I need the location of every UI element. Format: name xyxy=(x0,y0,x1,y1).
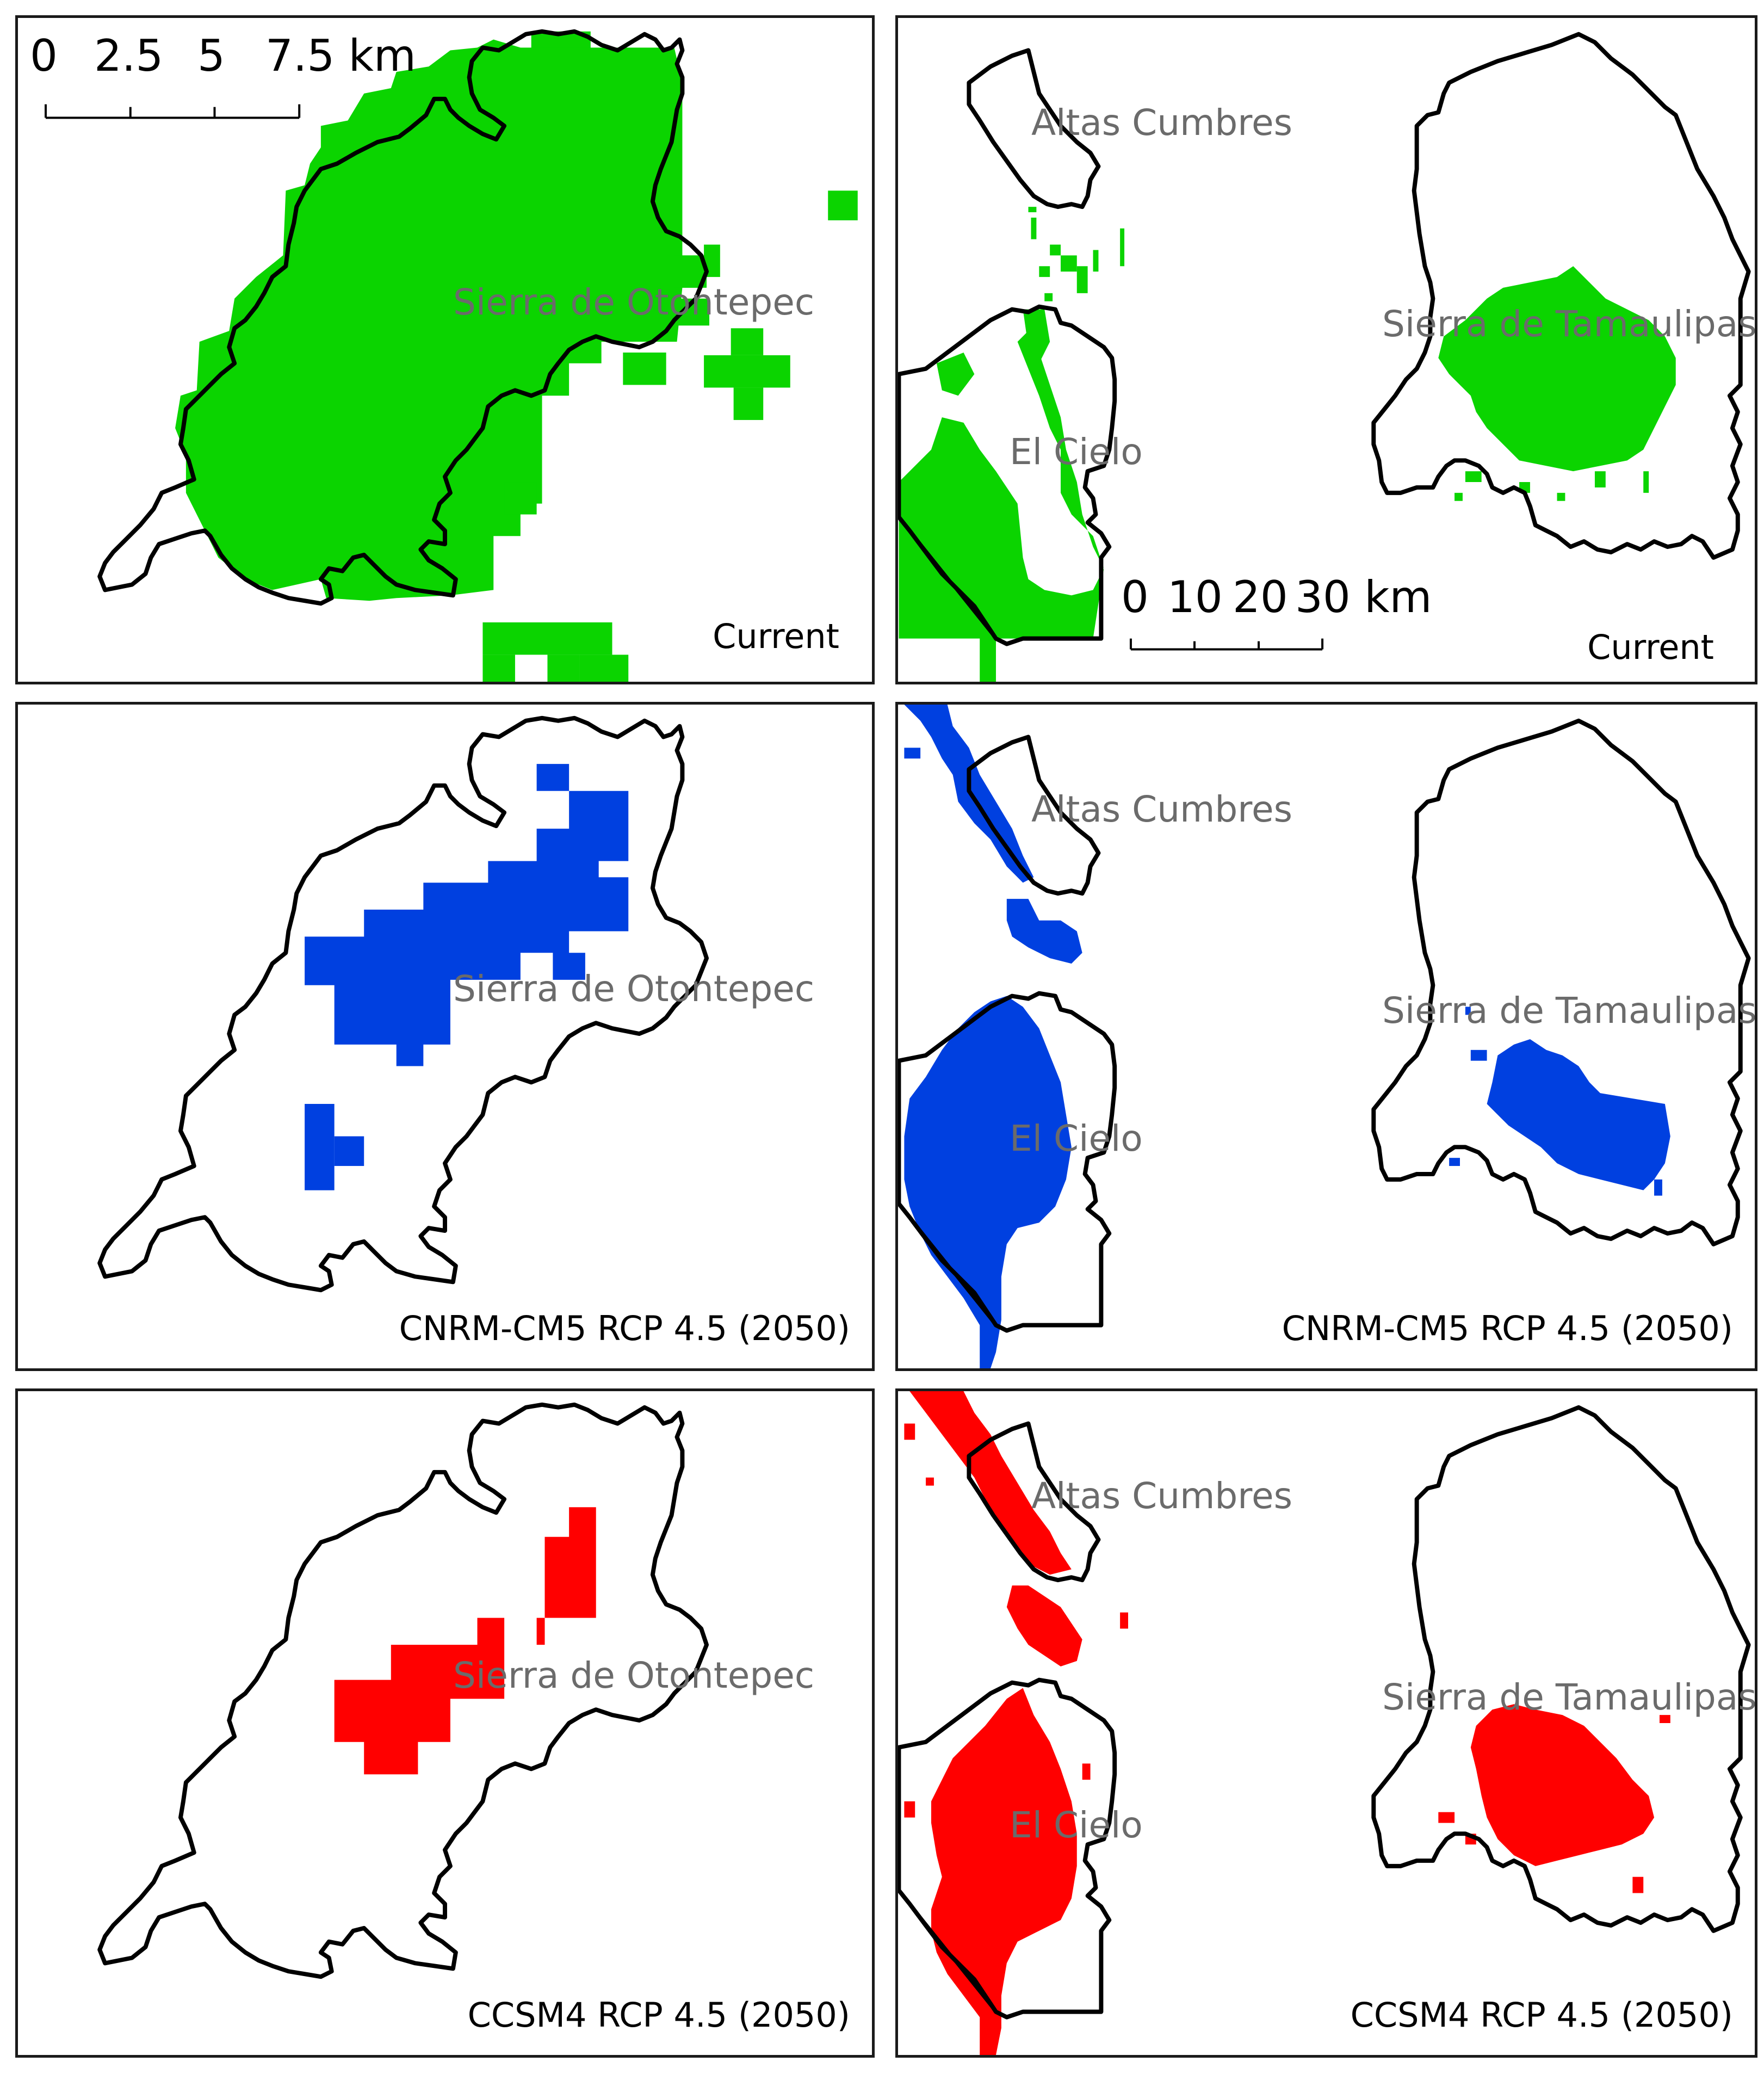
panel-tamaulipas-current: 0 10 20 30 km Altas Cumbres El Cielo Sie… xyxy=(895,15,1757,684)
scenario-caption: Current xyxy=(1587,627,1714,667)
scalebar-tick-0: 0 xyxy=(30,30,58,81)
area-label-otontepec: Sierra de Otontepec xyxy=(453,281,815,323)
panel-otontepec-cnrm: Sierra de Otontepec CNRM-CM5 RCP 4.5 (20… xyxy=(15,702,875,1371)
area-label-otontepec: Sierra de Otontepec xyxy=(453,968,815,1010)
scalebar-tamaulipas xyxy=(1129,638,1324,651)
habitat-map-tamaulipas-current xyxy=(898,18,1755,682)
area-label-altas-cumbres: Altas Cumbres xyxy=(1031,1475,1292,1517)
panel-tamaulipas-cnrm: Altas Cumbres El Cielo Sierra de Tamauli… xyxy=(895,702,1757,1371)
scalebar-tick-3: 7.5 km xyxy=(265,30,416,81)
habitat-map-otontepec-current xyxy=(45,18,858,682)
area-label-el-cielo: El Cielo xyxy=(1010,1804,1143,1846)
suitable-habitat-current xyxy=(175,31,858,682)
area-label-el-cielo: El Cielo xyxy=(1010,1118,1143,1159)
scalebar-tick-0: 0 xyxy=(1121,572,1149,622)
habitat-map-otontepec-ccsm4 xyxy=(18,1391,872,2055)
habitat-map-tamaulipas-cnrm xyxy=(898,705,1755,1368)
scalebar-tick-2: 20 xyxy=(1233,572,1288,622)
area-label-altas-cumbres: Altas Cumbres xyxy=(1031,102,1292,144)
habitat-map-otontepec-cnrm xyxy=(18,705,872,1368)
area-label-sierra-de-tamaulipas: Sierra de Tamaulipas xyxy=(1382,303,1757,345)
panel-otontepec-ccsm4: Sierra de Otontepec CCSM4 RCP 4.5 (2050) xyxy=(15,1388,875,2058)
scalebar-tick-2: 5 xyxy=(197,30,225,81)
scenario-caption: CNRM-CM5 RCP 4.5 (2050) xyxy=(399,1308,850,1348)
scalebar-tick-1: 2.5 xyxy=(94,30,164,81)
suitable-habitat-cnrm xyxy=(305,764,629,1190)
scenario-caption: CCSM4 RCP 4.5 (2050) xyxy=(1350,1995,1733,2035)
suitable-habitat-current xyxy=(899,207,1676,682)
area-label-altas-cumbres: Altas Cumbres xyxy=(1031,788,1292,830)
area-label-el-cielo: El Cielo xyxy=(1010,431,1143,473)
habitat-map-tamaulipas-ccsm4 xyxy=(898,1391,1755,2055)
scenario-caption: CCSM4 RCP 4.5 (2050) xyxy=(467,1995,850,2035)
panel-otontepec-current: 0 2.5 5 7.5 km Sierra de Otontepec Curre… xyxy=(15,15,875,684)
scenario-caption: Current xyxy=(713,616,839,656)
area-label-sierra-de-tamaulipas: Sierra de Tamaulipas xyxy=(1382,1676,1757,1718)
scalebar-tick-1: 10 xyxy=(1167,572,1223,622)
scalebar-otontepec xyxy=(45,104,301,119)
suitable-habitat-ccsm4 xyxy=(904,1391,1670,2055)
area-label-sierra-de-tamaulipas: Sierra de Tamaulipas xyxy=(1382,990,1757,1032)
scalebar-tick-3: 30 km xyxy=(1295,572,1432,622)
area-label-otontepec: Sierra de Otontepec xyxy=(453,1655,815,1696)
suitable-habitat-ccsm4 xyxy=(334,1507,596,1775)
panel-tamaulipas-ccsm4: Altas Cumbres El Cielo Sierra de Tamauli… xyxy=(895,1388,1757,2058)
scenario-caption: CNRM-CM5 RCP 4.5 (2050) xyxy=(1282,1308,1733,1348)
